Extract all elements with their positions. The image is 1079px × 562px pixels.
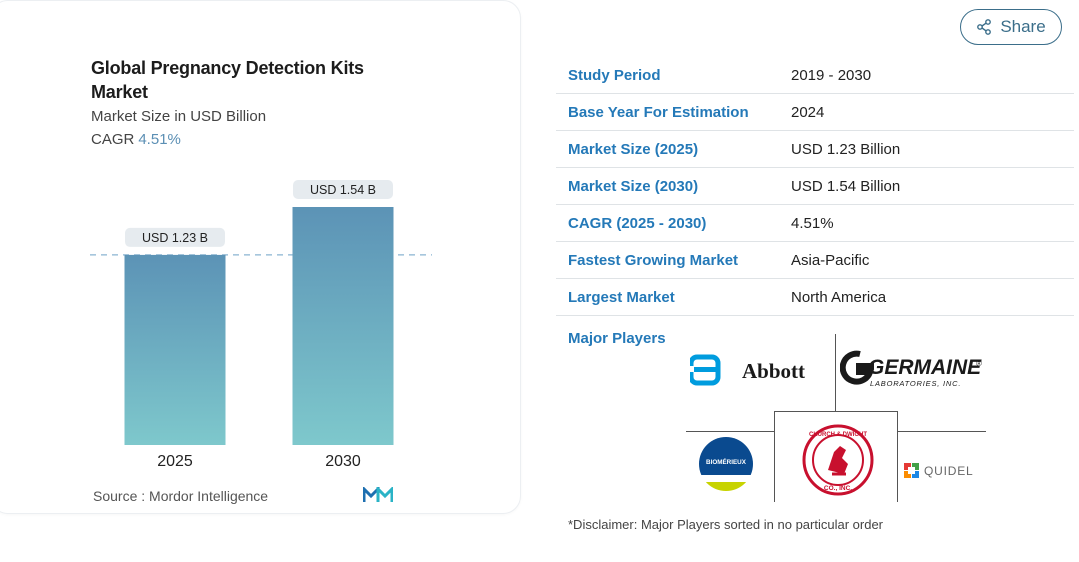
cagr-line: CAGR 4.51% — [91, 131, 181, 148]
bar-2030 — [292, 207, 394, 445]
x-tick-label: 2030 — [325, 453, 361, 470]
x-tick-label: 2025 — [157, 453, 193, 470]
mordor-logo-icon — [363, 487, 393, 502]
info-key: CAGR (2025 - 2030) — [568, 214, 707, 232]
germaine-logo-subtext: LABORATORIES, INC. — [870, 379, 961, 388]
chart-subtitle: Market Size in USD Billion — [91, 108, 267, 125]
abbott-logo: Abbott — [690, 354, 805, 386]
cagr-label: CAGR — [91, 131, 135, 148]
data-label-bg — [293, 180, 393, 199]
church-dwight-logo: CHURCH & DWIGHT CO., INC. — [802, 424, 874, 496]
chart-card — [0, 0, 521, 514]
chart-source: Source : Mordor Intelligence — [93, 488, 269, 504]
info-key: Fastest Growing Market — [568, 251, 739, 269]
info-key: Market Size (2025) — [568, 140, 699, 158]
info-key: Largest Market — [568, 288, 675, 306]
info-value: Asia-Pacific — [791, 251, 870, 269]
biomerieux-logo-text: BIOMÉRIEUX — [706, 457, 747, 466]
info-row-cagr: CAGR (2025 - 2030) 4.51% — [556, 205, 1074, 242]
info-row-largest-market: Largest Market North America — [556, 279, 1074, 316]
logo-divider — [774, 411, 898, 412]
share-label: Share — [1000, 17, 1046, 36]
share-icon — [977, 19, 992, 35]
market-info-table: Study Period 2019 - 2030 Base Year For E… — [556, 57, 1074, 316]
info-row-fastest-growing: Fastest Growing Market Asia-Pacific — [556, 242, 1074, 279]
logo-divider — [774, 411, 775, 502]
biomerieux-logo: BIOMÉRIEUX — [699, 437, 753, 491]
data-label: USD 1.54 B — [310, 183, 376, 197]
data-label: USD 1.23 B — [142, 231, 208, 245]
church-dwight-logo-subtext: CO., INC. — [824, 485, 852, 492]
germaine-logo: GERMAINE ® LABORATORIES, INC. — [840, 350, 982, 388]
chart-title: Global Pregnancy Detection Kits Market — [91, 58, 364, 102]
logo-divider — [897, 431, 986, 432]
share-button[interactable]: Share — [960, 9, 1062, 45]
abbott-logo-text: Abbott — [742, 359, 805, 383]
info-key: Market Size (2030) — [568, 177, 699, 195]
info-value: North America — [791, 288, 887, 306]
info-key: Base Year For Estimation — [568, 103, 749, 121]
church-dwight-logo-text: CHURCH & DWIGHT — [809, 432, 867, 438]
logo-divider — [686, 431, 774, 432]
major-players-label: Major Players — [568, 330, 666, 347]
info-row-base-year: Base Year For Estimation 2024 — [556, 94, 1074, 131]
quidel-logo-text: QUIDEL — [924, 464, 973, 478]
info-value: 4.51% — [791, 214, 834, 232]
data-label-bg — [125, 227, 225, 247]
logo-divider — [897, 411, 898, 502]
info-value: 2019 - 2030 — [791, 66, 872, 84]
bar-chart: USD 1.23 B 2025 USD 1.54 B 2030 — [90, 180, 432, 470]
info-row-study-period: Study Period 2019 - 2030 — [556, 57, 1074, 94]
info-value: USD 1.23 Billion — [791, 140, 901, 158]
bar-2025 — [124, 254, 226, 445]
svg-text:®: ® — [976, 359, 982, 368]
info-key: Study Period — [568, 66, 661, 84]
info-row-market-size-2030: Market Size (2030) USD 1.54 Billion — [556, 168, 1074, 205]
cagr-value: 4.51% — [138, 131, 181, 148]
logo-divider — [835, 334, 836, 412]
disclaimer: *Disclaimer: Major Players sorted in no … — [568, 517, 884, 532]
info-row-market-size-2025: Market Size (2025) USD 1.23 Billion — [556, 131, 1074, 168]
info-value: 2024 — [791, 103, 825, 121]
germaine-logo-text: GERMAINE — [868, 356, 982, 379]
info-value: USD 1.54 Billion — [791, 177, 901, 195]
quidel-logo: QUIDEL — [904, 463, 973, 478]
major-players-logos: Abbott GERMAINE ® LABORATORIES, INC. BIO… — [686, 334, 986, 502]
